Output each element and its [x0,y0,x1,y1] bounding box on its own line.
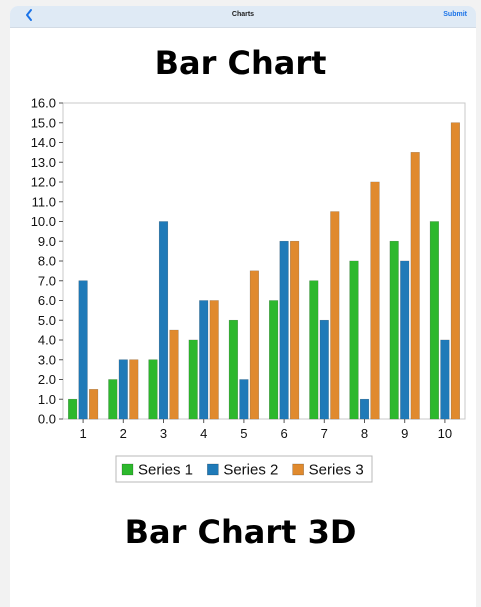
legend-label: Series 1 [138,462,193,479]
legend-swatch [121,463,134,476]
bar-shade [400,261,409,419]
legend-box [115,455,373,483]
bar-chart-title: Bar Chart [154,44,327,82]
x-tick-label: 9 [401,426,408,441]
bar-shade [410,152,420,419]
bar-shade [119,359,128,419]
bar-shade [89,389,98,419]
bar-shade [209,300,219,419]
bar-shade [389,241,399,419]
y-tick-label: 8.0 [38,254,56,269]
bar-shade [169,330,179,419]
y-tick-label: 1.0 [38,392,56,407]
x-tick-label: 5 [240,426,247,441]
bar-shade [320,320,329,419]
y-tick-label: 15.0 [31,115,56,130]
legend-swatch [292,463,304,476]
nav-title: Charts [231,11,255,18]
bar-shade [330,211,340,419]
y-tick-label: 9.0 [38,234,56,249]
y-tick-label: 10.0 [31,214,56,229]
y-tick-label: 0.0 [38,412,56,427]
y-tick-label: 16.0 [31,96,56,111]
bar-shade [440,340,450,419]
bar-shade [309,280,319,419]
y-tick-label: 13.0 [31,155,56,170]
y-tick-label: 3.0 [38,352,56,367]
bar-shade [290,241,299,419]
y-tick-label: 7.0 [38,273,56,288]
y-tick-label: 6.0 [38,293,56,308]
x-tick-label: 10 [438,426,452,441]
x-tick-label: 4 [200,426,207,441]
y-tick-label: 5.0 [38,313,56,328]
x-tick-label: 1 [79,426,86,441]
x-tick-label: 7 [321,426,328,441]
bar-shade [159,221,168,419]
x-tick-label: 2 [120,426,127,441]
chevron-left-icon [26,9,32,21]
bar-shade [250,270,259,419]
bar-shade [349,261,359,419]
bar-shade [229,320,238,419]
bar-shade [360,399,369,419]
y-tick-label: 11.0 [32,194,56,209]
bar-shade [108,379,118,419]
bar-shade [451,122,460,419]
bar-shade [370,182,380,419]
legend-label: Series 3 [309,462,364,479]
bar-shade [148,359,158,419]
x-tick-label: 3 [160,426,167,441]
bar-shade [129,359,139,419]
y-tick-label: 12.0 [31,175,56,190]
bar-chart-3d-title: Bar Chart 3D [124,513,357,551]
legend-label: Series 2 [223,462,278,479]
bar-shade [78,280,88,419]
y-tick-label: 14.0 [31,135,56,150]
bar-shade [269,300,278,419]
x-tick-label: 6 [280,426,287,441]
x-tick-label: 8 [361,426,368,441]
submit-button[interactable]: Submit [443,11,467,18]
legend-swatch [207,463,219,476]
y-tick-label: 2.0 [38,372,56,387]
back-button[interactable] [24,8,42,24]
bar-shade [199,300,208,419]
bar-shade [188,340,198,419]
bar-shade [239,379,249,419]
bar-shade [430,221,439,419]
navigation-bar: Charts Submit [10,6,476,28]
bar-shade [279,241,289,419]
bar-shade [68,399,77,419]
y-tick-label: 4.0 [38,333,56,348]
